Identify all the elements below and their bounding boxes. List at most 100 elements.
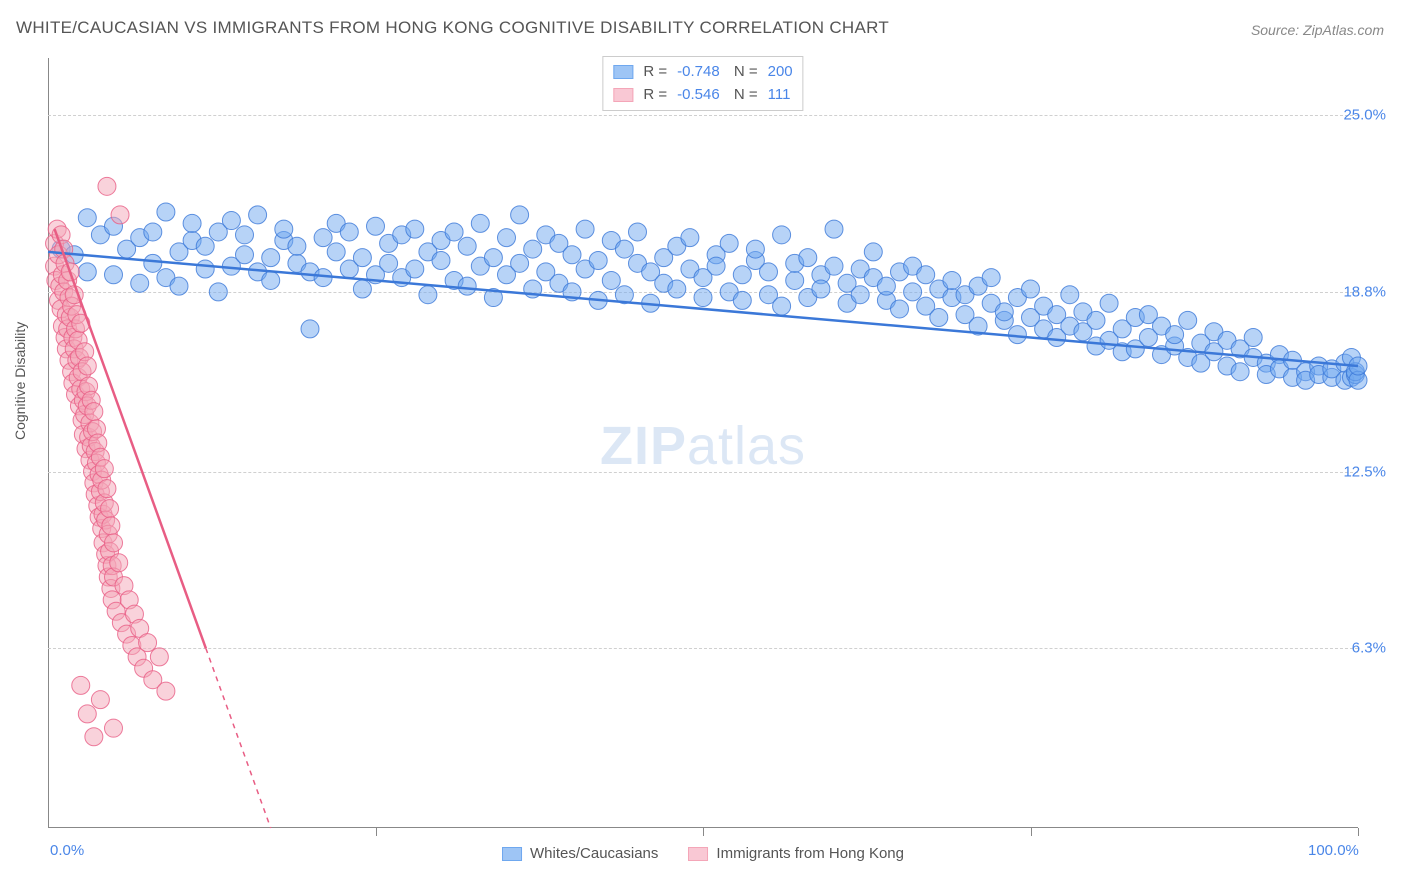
scatter-point [746, 240, 764, 258]
scatter-point [170, 277, 188, 295]
stats-row: R = -0.748 N = 200 [613, 61, 792, 84]
scatter-point [982, 269, 1000, 287]
x-axis-legend: Whites/Caucasians Immigrants from Hong Ko… [502, 845, 904, 862]
scatter-point [1100, 294, 1118, 312]
scatter-point [262, 249, 280, 267]
scatter-point [799, 249, 817, 267]
scatter-point [91, 691, 109, 709]
scatter-point [183, 214, 201, 232]
scatter-point [720, 234, 738, 252]
scatter-point [236, 246, 254, 264]
scatter-point [563, 246, 581, 264]
scatter-point [1061, 286, 1079, 304]
scatter-point [471, 214, 489, 232]
trend-line-dashed [206, 648, 271, 828]
stat-n-label: N = [730, 61, 758, 84]
y-axis-label: Cognitive Disability [12, 322, 28, 440]
scatter-point [327, 243, 345, 261]
scatter-point [458, 237, 476, 255]
stat-r-label: R = [643, 61, 667, 84]
scatter-point [1087, 311, 1105, 329]
scatter-point [157, 203, 175, 221]
swatch-icon [502, 847, 522, 861]
chart-title: WHITE/CAUCASIAN VS IMMIGRANTS FROM HONG … [16, 18, 889, 38]
scatter-point [694, 289, 712, 307]
scatter-point [930, 309, 948, 327]
scatter-point [760, 263, 778, 281]
scatter-point [825, 220, 843, 238]
scatter-point [406, 220, 424, 238]
scatter-point [458, 277, 476, 295]
stat-r-value: -0.748 [677, 61, 720, 84]
swatch-icon [613, 65, 633, 79]
stat-r-value: -0.546 [677, 84, 720, 107]
legend-label: Whites/Caucasians [530, 845, 658, 862]
scatter-point [681, 229, 699, 247]
scatter-point [773, 226, 791, 244]
legend-label: Immigrants from Hong Kong [716, 845, 904, 862]
scatter-point [236, 226, 254, 244]
scatter-point [576, 220, 594, 238]
scatter-point [445, 223, 463, 241]
source-label: Source: ZipAtlas.com [1251, 22, 1384, 38]
scatter-point [314, 229, 332, 247]
scatter-point [105, 534, 123, 552]
scatter-point [353, 249, 371, 267]
stat-n-value: 111 [768, 84, 791, 107]
scatter-point [851, 286, 869, 304]
scatter-point [1244, 328, 1262, 346]
scatter-point [95, 460, 113, 478]
scatter-point [131, 274, 149, 292]
scatter-point [340, 223, 358, 241]
scatter-point [707, 257, 725, 275]
scatter-point [498, 229, 516, 247]
stat-n-label: N = [730, 84, 758, 107]
scatter-point [110, 554, 128, 572]
scatter-point [1022, 280, 1040, 298]
scatter-point [222, 212, 240, 230]
scatter-point [1179, 311, 1197, 329]
scatter-point [511, 206, 529, 224]
legend-item: Immigrants from Hong Kong [688, 845, 904, 862]
scatter-point [380, 254, 398, 272]
scatter-point [78, 209, 96, 227]
scatter-point [943, 271, 961, 289]
scatter-point [157, 682, 175, 700]
scatter-point [78, 263, 96, 281]
scatter-point [288, 237, 306, 255]
stats-legend: R = -0.748 N = 200 R = -0.546 N = 111 [602, 56, 803, 111]
scatter-point [511, 254, 529, 272]
scatter-point [72, 676, 90, 694]
scatter-point [733, 291, 751, 309]
swatch-icon [688, 847, 708, 861]
scatter-point [196, 260, 214, 278]
scatter-point [891, 300, 909, 318]
scatter-point [825, 257, 843, 275]
scatter-point [301, 320, 319, 338]
scatter-point [524, 240, 542, 258]
scatter-point [98, 177, 116, 195]
legend-item: Whites/Caucasians [502, 845, 658, 862]
scatter-point [484, 249, 502, 267]
scatter-point [275, 220, 293, 238]
scatter-point [139, 634, 157, 652]
scatter-point [432, 251, 450, 269]
scatter-point [144, 254, 162, 272]
scatter-point [196, 237, 214, 255]
scatter-point [111, 206, 129, 224]
scatter-point [406, 260, 424, 278]
scatter-point [209, 283, 227, 301]
scatter-point [98, 480, 116, 498]
stat-r-label: R = [643, 84, 667, 107]
scatter-point [419, 286, 437, 304]
scatter-point [786, 271, 804, 289]
scatter-plot [48, 58, 1358, 828]
scatter-point [1231, 363, 1249, 381]
scatter-point [602, 271, 620, 289]
scatter-point [105, 266, 123, 284]
stats-row: R = -0.546 N = 111 [613, 84, 792, 107]
scatter-point [101, 500, 119, 518]
x-tick: 0.0% [50, 842, 84, 859]
scatter-point [812, 280, 830, 298]
scatter-point [773, 297, 791, 315]
